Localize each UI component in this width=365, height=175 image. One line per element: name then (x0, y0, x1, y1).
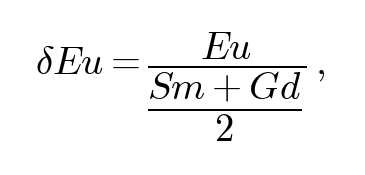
Text: $\delta Eu = \dfrac{Eu}{\dfrac{Sm + Gd}{2}}\,,$: $\delta Eu = \dfrac{Eu}{\dfrac{Sm + Gd}{… (35, 31, 325, 144)
